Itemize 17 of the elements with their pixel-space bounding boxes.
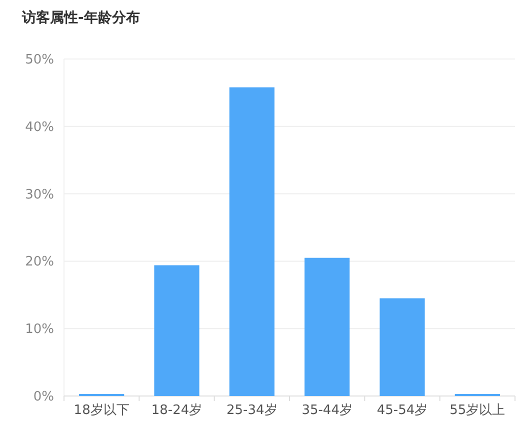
y-tick-label: 10% — [25, 322, 54, 338]
x-tick-label: 25-34岁 — [226, 403, 278, 418]
y-tick-label: 0% — [33, 390, 54, 404]
x-tick-label: 18-24岁 — [151, 403, 202, 418]
bar — [154, 265, 200, 396]
x-tick-label: 35-44岁 — [302, 403, 352, 418]
bar — [380, 298, 425, 396]
x-tick-label: 18岁以下 — [74, 403, 130, 418]
x-tick-label: 45-54岁 — [376, 403, 428, 418]
bar — [229, 87, 274, 396]
y-tick-label: 50% — [25, 52, 54, 68]
bar — [304, 258, 350, 396]
x-tick-label: 55岁以上 — [450, 403, 506, 418]
y-tick-label: 30% — [25, 187, 54, 202]
y-tick-label: 20% — [25, 254, 54, 270]
y-tick-label: 40% — [25, 120, 54, 135]
chart-title: 访客属性-年龄分布 — [21, 9, 140, 26]
